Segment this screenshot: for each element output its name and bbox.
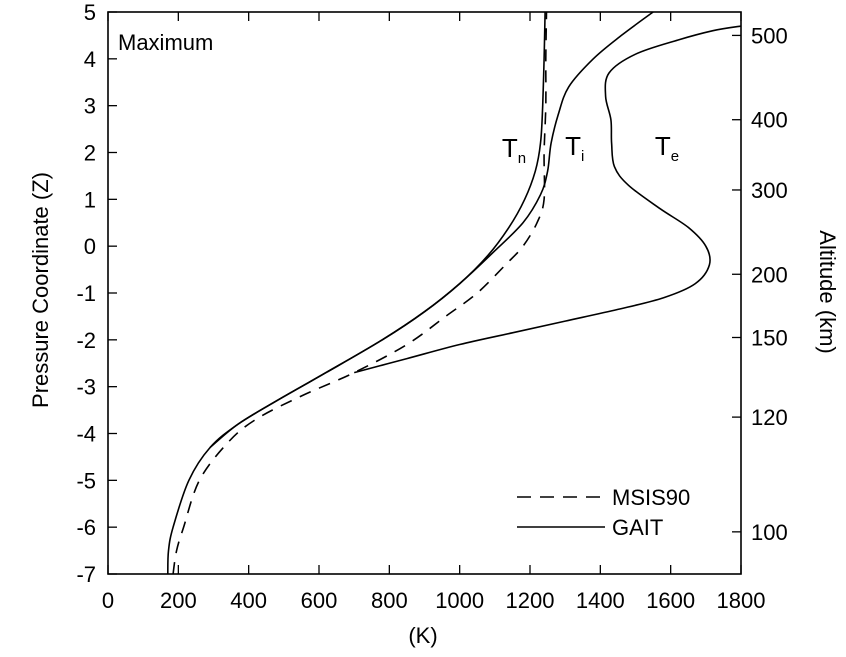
x-tick-label: 600: [301, 588, 338, 613]
x-tick-label: 1400: [576, 588, 625, 613]
series-tn-msis90: [172, 11, 548, 575]
altitude-tick-label: 300: [751, 178, 788, 203]
right-axis-label: Altitude (km): [815, 230, 840, 353]
y-tick-label: 3: [84, 94, 96, 119]
legend: MSIS90 GAIT: [517, 485, 690, 540]
x-tick-label: 400: [230, 588, 267, 613]
curve-label-ti: Ti: [565, 131, 584, 165]
ticks-layer: 0 200 400 600 800 1000 1200 1400 1600 1800543210-…: [76, 0, 787, 613]
altitude-tick-label: 500: [751, 23, 788, 48]
y-tick-label: 0: [84, 234, 96, 259]
altitude-tick-label: 400: [751, 108, 788, 133]
series-te-gait: [353, 25, 742, 374]
x-tick-label: 200: [160, 588, 197, 613]
y-tick-label: -6: [76, 515, 96, 540]
y-tick-label: -3: [76, 375, 96, 400]
x-tick-label: 1000: [435, 588, 484, 613]
x-tick-label: 0: [102, 588, 114, 613]
altitude-tick-label: 150: [751, 325, 788, 350]
series-layer: [167, 11, 742, 575]
series-ti-gait: [209, 11, 654, 449]
y-tick-label: -7: [76, 562, 96, 587]
altitude-tick-label: 200: [751, 262, 788, 287]
legend-label-msis90: MSIS90: [612, 485, 690, 510]
labels-layer: Maximum (K) Pressure Coordinate (Z) Alti…: [28, 30, 840, 648]
series-tn-gait: [167, 11, 546, 575]
altitude-tick-label: 100: [751, 520, 788, 545]
panel-label: Maximum: [118, 30, 213, 55]
curve-label-tn: Tn: [502, 133, 526, 167]
altitude-tick-label: 120: [751, 405, 788, 430]
y-tick-label: 1: [84, 187, 96, 212]
x-tick-label: 800: [371, 588, 408, 613]
y-tick-label: 5: [84, 0, 96, 25]
y-axis-label: Pressure Coordinate (Z): [28, 172, 53, 408]
x-tick-label: 1200: [506, 588, 555, 613]
y-tick-label: 4: [84, 47, 96, 72]
curve-label-te: Te: [655, 131, 679, 165]
y-tick-label: 2: [84, 141, 96, 166]
y-tick-label: -2: [76, 328, 96, 353]
y-tick-label: -5: [76, 468, 96, 493]
legend-label-gait: GAIT: [612, 515, 663, 540]
x-tick-label: 1800: [717, 588, 766, 613]
x-axis-label: (K): [408, 623, 437, 648]
y-tick-label: -4: [76, 422, 96, 447]
y-tick-label: -1: [76, 281, 96, 306]
x-tick-label: 1600: [646, 588, 695, 613]
